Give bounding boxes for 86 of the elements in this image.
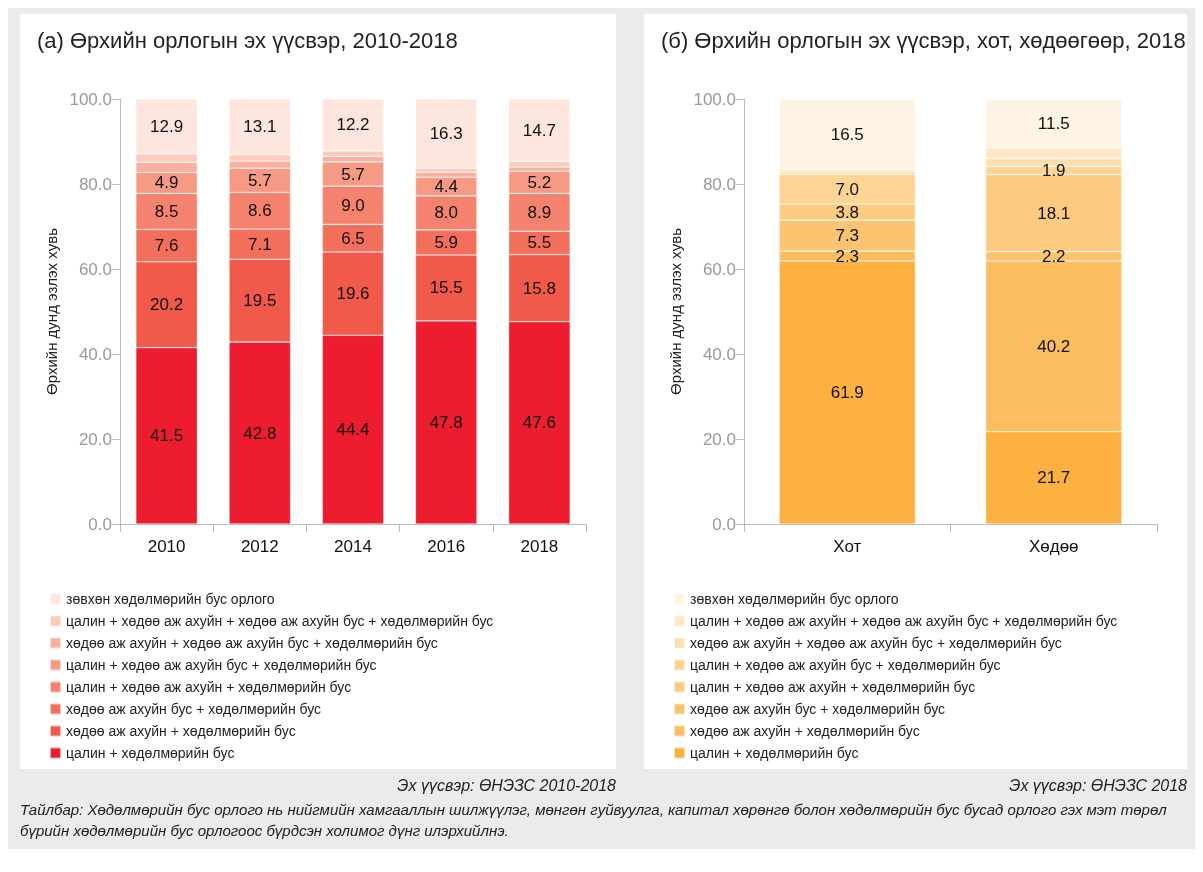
data-label: 4.9: [154, 173, 179, 193]
x-tick-label: 2018: [520, 537, 559, 556]
legend-label: цалин + хөдөө аж ахуйн бус + хөдөлмөрийн бус: [66, 657, 377, 673]
data-label: 6.5: [341, 228, 365, 248]
data-label: 2.3: [835, 246, 860, 266]
y-tick-label: 40.0: [78, 344, 112, 364]
legend-label: цалин + хөдөө аж ахуйн + хөдөлмөрийн бус: [690, 679, 976, 695]
y-tick-label: 100.0: [69, 89, 112, 109]
y-tick-label: 80.0: [702, 174, 736, 194]
data-label: 47.8: [429, 412, 463, 432]
text: Эх үүсвэр: ӨНЭЗС 2018: [1009, 777, 1187, 794]
x-tick-label: Хөдөө: [1028, 537, 1079, 556]
data-label: 4.4: [434, 177, 459, 197]
y-axis-title: Өрхийн дунд эзлэх хувь: [666, 227, 684, 395]
text: Тайлбар: Хөдөлмөрийн бус орлого нь нийгмийн хамгааллын шилжүүлэг, мөнгөн гуйвуулга, капитал хөрөнгө болон хөдөлмөрийн бус бусад орлого гэх мэт төрөл бүрийн хөдөлмөрийн бус орлогоос бүрдсэн холимог дүнг илэрхийлнэ.: [20, 800, 1168, 841]
data-label: 9.0: [341, 195, 365, 215]
legend-label: зөвхөн хөдөлмөрийн бус орлого: [66, 591, 275, 607]
x-tick-label: 2016: [427, 537, 466, 556]
legend-label: хөдөө аж ахуйн + хөдөлмөрийн бус: [690, 723, 920, 739]
data-label: 3.8: [835, 202, 860, 222]
y-tick-label: 20.0: [702, 429, 736, 449]
legend-label: хөдөө аж ахуйн бус + хөдөлмөрийн бус: [690, 701, 946, 717]
data-label: 11.5: [1037, 113, 1070, 133]
y-tick-label: 80.0: [78, 174, 112, 194]
data-label: 15.5: [429, 278, 463, 298]
x-tick-label: 2010: [147, 537, 186, 556]
data-label: 16.3: [429, 124, 463, 144]
data-label: 16.5: [830, 124, 864, 144]
legend-label: зөвхөн хөдөлмөрийн бус орлого: [690, 591, 899, 607]
y-tick-label: 0.0: [88, 514, 112, 534]
legend-label: цалин + хөдөө аж ахуйн + хөдөө аж ахуйн бус + хөдөлмөрийн бус: [690, 613, 1118, 629]
data-label: 8.6: [247, 201, 272, 221]
data-label: 8.0: [434, 203, 459, 223]
data-label: 12.9: [150, 116, 184, 136]
data-label: 7.1: [247, 234, 272, 254]
data-label: 41.5: [150, 426, 184, 446]
data-label: 8.9: [527, 202, 552, 222]
data-label: 7.3: [835, 226, 860, 246]
data-label: 14.7: [522, 120, 556, 140]
legend-label: хөдөө аж ахуйн бус + хөдөлмөрийн бус: [66, 701, 322, 717]
data-label: 44.4: [336, 420, 370, 440]
data-label: 19.6: [336, 284, 370, 304]
y-tick-label: 60.0: [702, 259, 736, 279]
data-label: 5.9: [434, 232, 459, 252]
data-label: 5.7: [247, 170, 272, 190]
data-label: 13.1: [243, 117, 277, 137]
legend-label: хөдөө аж ахуйн + хөдөө аж ахуйн бус + хөдөлмөрийн бус: [66, 635, 438, 651]
legend-label: цалин + хөдөө аж ахуйн + хөдөлмөрийн бус: [66, 679, 352, 695]
data-label: 5.2: [527, 172, 552, 192]
legend-label: хөдөө аж ахуйн + хөдөө аж ахуйн бус + хөдөлмөрийн бус: [690, 635, 1062, 651]
data-label: 18.1: [1037, 203, 1071, 223]
data-label: 7.0: [835, 179, 860, 199]
data-label: 12.2: [336, 115, 370, 135]
data-label: 42.8: [243, 423, 277, 443]
data-label: 1.9: [1041, 161, 1066, 181]
y-tick-label: 20.0: [78, 429, 112, 449]
x-tick-label: 2012: [240, 537, 279, 556]
x-tick-label: 2014: [334, 537, 372, 556]
legend-label: хөдөө аж ахуйн + хөдөлмөрийн бус: [66, 723, 296, 739]
text: Эх үүсвэр: ӨНЭЗС 2010-2018: [397, 777, 616, 794]
y-tick-label: 40.0: [702, 344, 736, 364]
data-label: 20.2: [150, 295, 184, 315]
data-label: 40.2: [1037, 336, 1071, 356]
y-axis-title: Өрхийн дунд эзлэх хувь: [42, 227, 60, 395]
data-label: 19.5: [243, 291, 277, 311]
data-label: 8.5: [154, 201, 179, 221]
chart-title: (б) Өрхийн орлогын эх үүсвэр, хот, хөдөөгөөр, 2018: [661, 27, 1186, 53]
data-label: 61.9: [830, 382, 864, 402]
data-label: 5.7: [341, 164, 365, 184]
data-label: 47.6: [522, 413, 556, 433]
chart-title: (а) Өрхийн орлогын эх үүсвэр, 2010-2018: [37, 27, 458, 53]
bar: [415, 99, 477, 169]
data-label: 5.5: [527, 233, 552, 253]
data-label: 7.6: [154, 236, 179, 256]
legend-label: цалин + хөдөлмөрийн бус: [690, 745, 859, 761]
bar: [779, 99, 916, 170]
data-label: 15.8: [522, 278, 556, 298]
legend-label: цалин + хөдөө аж ахуйн бус + хөдөлмөрийн бус: [690, 657, 1001, 673]
y-tick-label: 100.0: [693, 89, 736, 109]
data-label: 2.2: [1041, 246, 1066, 266]
legend-label: цалин + хөдөлмөрийн бус: [66, 745, 235, 761]
x-tick-label: Хот: [833, 537, 862, 556]
y-tick-label: 0.0: [712, 514, 736, 534]
legend-label: цалин + хөдөө аж ахуйн + хөдөө аж ахуйн бус + хөдөлмөрийн бус: [66, 613, 494, 629]
data-label: 21.7: [1037, 468, 1071, 488]
y-tick-label: 60.0: [78, 259, 112, 279]
